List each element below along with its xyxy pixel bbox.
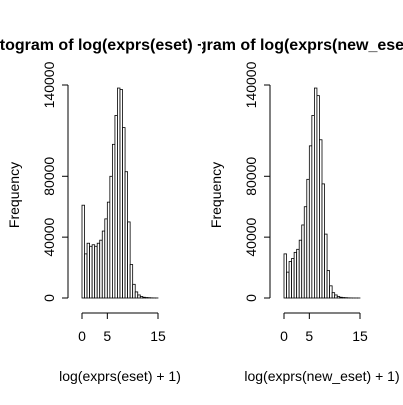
bar <box>127 221 131 299</box>
chart-title: Histogram of log(exprs(new_eset) + 1) <box>202 37 403 54</box>
bar <box>81 204 85 299</box>
y-tick-label: 140000 <box>41 61 57 108</box>
x-tick-label: 5 <box>305 328 313 344</box>
y-tick-label: 40000 <box>243 217 259 256</box>
x-tick-label: 0 <box>78 328 86 344</box>
y-tick-label: 140000 <box>243 61 259 108</box>
y-tick-label: 80000 <box>243 157 259 196</box>
x-tick-label: 0 <box>280 328 288 344</box>
bar <box>329 285 333 299</box>
x-tick-label: 5 <box>103 328 111 344</box>
bar <box>324 233 328 299</box>
y-tick-label: 0 <box>243 294 259 302</box>
chart-title: Histogram of log(exprs(eset) + 1) <box>0 37 201 54</box>
bar <box>129 264 134 299</box>
y-tick-label: 80000 <box>41 157 57 196</box>
panel: Histogram of log(exprs(eset) + 1) log(exp… <box>0 37 201 384</box>
bar <box>132 283 136 299</box>
x-tick-label: 15 <box>150 328 166 344</box>
panel: Histogram of log(exprs(new_eset) + 1) log… <box>202 37 403 384</box>
y-axis-label: Frequency <box>208 162 224 228</box>
x-tick-label: 15 <box>352 328 368 344</box>
x-axis-label: log(exprs(eset) + 1) <box>59 368 181 384</box>
x-axis-label: log(exprs(new_eset) + 1) <box>244 368 399 384</box>
bar <box>326 270 330 299</box>
y-tick-label: 40000 <box>41 217 57 256</box>
y-tick-label: 0 <box>41 294 57 302</box>
y-axis-label: Frequency <box>6 162 22 228</box>
